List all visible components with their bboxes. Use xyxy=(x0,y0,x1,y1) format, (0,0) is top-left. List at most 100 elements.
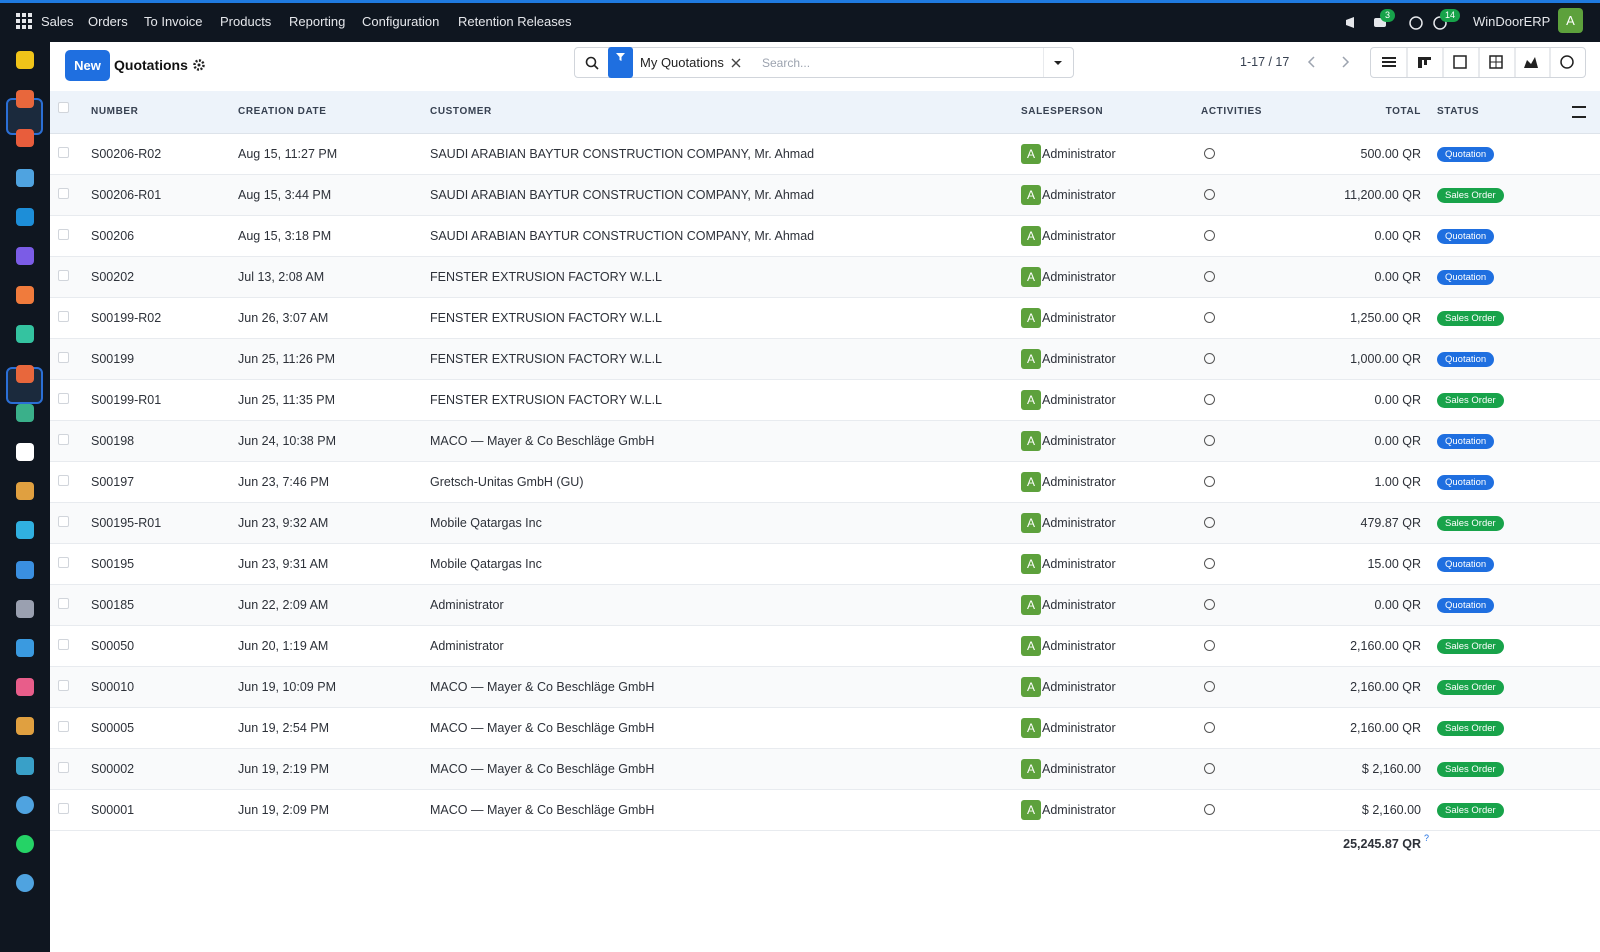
table-row[interactable]: S00197 Jun 23, 7:46 PM Gretsch-Unitas GmbH… xyxy=(50,462,1600,503)
menu-item[interactable]: Retention Releases xyxy=(458,14,572,29)
app-icon[interactable] xyxy=(16,482,34,501)
app-icon[interactable] xyxy=(16,325,34,344)
search-icon[interactable] xyxy=(585,56,599,70)
activity-icon[interactable] xyxy=(1204,722,1215,733)
row-checkbox[interactable] xyxy=(58,434,69,445)
column-header[interactable]: TOTAL xyxy=(1385,106,1421,117)
column-header[interactable]: NUMBER xyxy=(91,106,139,117)
app-icon[interactable] xyxy=(16,51,34,69)
app-icon[interactable] xyxy=(16,168,34,187)
activity-icon[interactable] xyxy=(1204,353,1215,364)
app-icon[interactable] xyxy=(16,286,34,305)
app-icon[interactable] xyxy=(16,403,34,422)
activity-icon[interactable] xyxy=(1204,558,1215,569)
app-icon[interactable] xyxy=(16,678,34,697)
activity-icon[interactable] xyxy=(1204,599,1215,610)
table-row[interactable]: S00206 Aug 15, 3:18 PM SAUDI ARABIAN BAYTU… xyxy=(50,216,1600,257)
row-checkbox[interactable] xyxy=(58,475,69,486)
optional-columns[interactable] xyxy=(1572,106,1586,118)
row-checkbox[interactable] xyxy=(58,721,69,732)
app-icon[interactable] xyxy=(16,364,34,383)
table-row[interactable]: S00002 Jun 19, 2:19 PM MACO — Mayer & Co B… xyxy=(50,749,1600,790)
column-header[interactable]: STATUS xyxy=(1437,106,1480,117)
activity-icon[interactable] xyxy=(1204,271,1215,282)
menu-item[interactable]: Orders xyxy=(88,14,128,29)
app-icon[interactable] xyxy=(16,599,34,618)
table-row[interactable]: S00206-R01 Aug 15, 3:44 PM SAUDI ARABIAN B… xyxy=(50,175,1600,216)
menu-item[interactable]: Configuration xyxy=(362,14,440,29)
app-icon[interactable] xyxy=(16,639,34,657)
search-box[interactable]: My Quotations Search... xyxy=(574,47,1074,78)
row-checkbox[interactable] xyxy=(58,680,69,691)
company-name[interactable]: WinDoorERP xyxy=(1473,14,1551,29)
table-row[interactable]: S00199 Jun 25, 11:26 PM FENSTER EXTRUSION … xyxy=(50,339,1600,380)
row-checkbox[interactable] xyxy=(58,352,69,363)
table-row[interactable]: S00010 Jun 19, 10:09 PM MACO — Mayer & Co … xyxy=(50,667,1600,708)
row-checkbox[interactable] xyxy=(58,557,69,568)
settings-gear[interactable] xyxy=(193,59,205,71)
facet-remove[interactable] xyxy=(731,58,741,68)
table-row[interactable]: S00001 Jun 19, 2:09 PM MACO — Mayer & Co B… xyxy=(50,790,1600,831)
table-row[interactable]: S00050 Jun 20, 1:19 AM Administrator A Admin… xyxy=(50,626,1600,667)
view-switcher[interactable] xyxy=(1370,47,1586,78)
app-icon[interactable] xyxy=(16,795,34,814)
activity-icon[interactable] xyxy=(1204,230,1215,241)
search-dropdown[interactable] xyxy=(1043,48,1073,77)
table-row[interactable]: S00005 Jun 19, 2:54 PM MACO — Mayer & Co B… xyxy=(50,708,1600,749)
new-button[interactable]: New xyxy=(65,50,110,81)
app-icon[interactable] xyxy=(16,835,34,853)
column-header[interactable]: SALESPERSON xyxy=(1021,106,1104,117)
table-row[interactable]: S00195-R01 Jun 23, 9:32 AM Mobile Qatargas… xyxy=(50,503,1600,544)
column-header[interactable]: CREATION DATE xyxy=(238,106,327,117)
view-icons[interactable] xyxy=(1371,48,1585,77)
table-row[interactable]: S00185 Jun 22, 2:09 AM Administrator A Admin… xyxy=(50,585,1600,626)
row-checkbox[interactable] xyxy=(58,229,69,240)
table-row[interactable]: S00198 Jun 24, 10:38 PM MACO — Mayer & Co … xyxy=(50,421,1600,462)
table-row[interactable]: S00199-R01 Jun 25, 11:35 PM FENSTER EXTRUS… xyxy=(50,380,1600,421)
app-icon[interactable] xyxy=(16,756,34,775)
apps-icon[interactable] xyxy=(16,13,32,29)
activity-icon[interactable] xyxy=(1204,435,1215,446)
app-icon[interactable] xyxy=(16,443,34,461)
activity-icon[interactable] xyxy=(1204,148,1215,159)
pager-arrows[interactable] xyxy=(1305,54,1355,70)
table-row[interactable]: S00195 Jun 23, 9:31 AM Mobile Qatargas Inc… xyxy=(50,544,1600,585)
row-checkbox[interactable] xyxy=(58,270,69,281)
row-checkbox[interactable] xyxy=(58,598,69,609)
menu-item[interactable]: Sales xyxy=(41,14,74,29)
activity-icon[interactable] xyxy=(1204,681,1215,692)
app-icon[interactable] xyxy=(16,247,34,265)
footer-help[interactable]: ? xyxy=(1424,833,1430,843)
column-header[interactable]: ACTIVITIES xyxy=(1201,106,1263,117)
user-avatar[interactable]: A xyxy=(1558,8,1583,33)
activity-icon[interactable] xyxy=(1204,189,1215,200)
menu-item[interactable]: Reporting xyxy=(289,14,346,29)
systray-icons[interactable] xyxy=(1344,14,1454,32)
row-checkbox[interactable] xyxy=(58,803,69,814)
row-checkbox[interactable] xyxy=(58,762,69,773)
app-icon[interactable] xyxy=(16,129,34,148)
activity-icon[interactable] xyxy=(1204,476,1215,487)
activity-icon[interactable] xyxy=(1204,394,1215,405)
search-placeholder[interactable]: Search... xyxy=(762,56,811,70)
activity-icon[interactable] xyxy=(1204,312,1215,323)
app-icon[interactable] xyxy=(16,560,34,579)
row-checkbox[interactable] xyxy=(58,516,69,527)
row-checkbox[interactable] xyxy=(58,311,69,322)
app-icon[interactable] xyxy=(16,521,34,540)
menu-item[interactable]: Products xyxy=(220,14,272,29)
table-row[interactable]: S00199-R02 Jun 26, 3:07 AM FENSTER EXTRUSI… xyxy=(50,298,1600,339)
row-checkbox[interactable] xyxy=(58,393,69,404)
select-all-checkbox[interactable] xyxy=(58,102,69,113)
app-icon[interactable] xyxy=(16,90,34,109)
activity-icon[interactable] xyxy=(1204,763,1215,774)
activity-icon[interactable] xyxy=(1204,517,1215,528)
app-icon[interactable] xyxy=(16,207,34,226)
row-checkbox[interactable] xyxy=(58,188,69,199)
table-row[interactable]: S00202 Jul 13, 2:08 AM FENSTER EXTRUSION F… xyxy=(50,257,1600,298)
app-icon[interactable] xyxy=(16,717,34,736)
table-row[interactable]: S00206-R02 Aug 15, 11:27 PM SAUDI ARABIAN … xyxy=(50,134,1600,175)
app-icon[interactable] xyxy=(16,874,34,893)
column-header[interactable]: CUSTOMER xyxy=(430,106,492,117)
row-checkbox[interactable] xyxy=(58,639,69,650)
